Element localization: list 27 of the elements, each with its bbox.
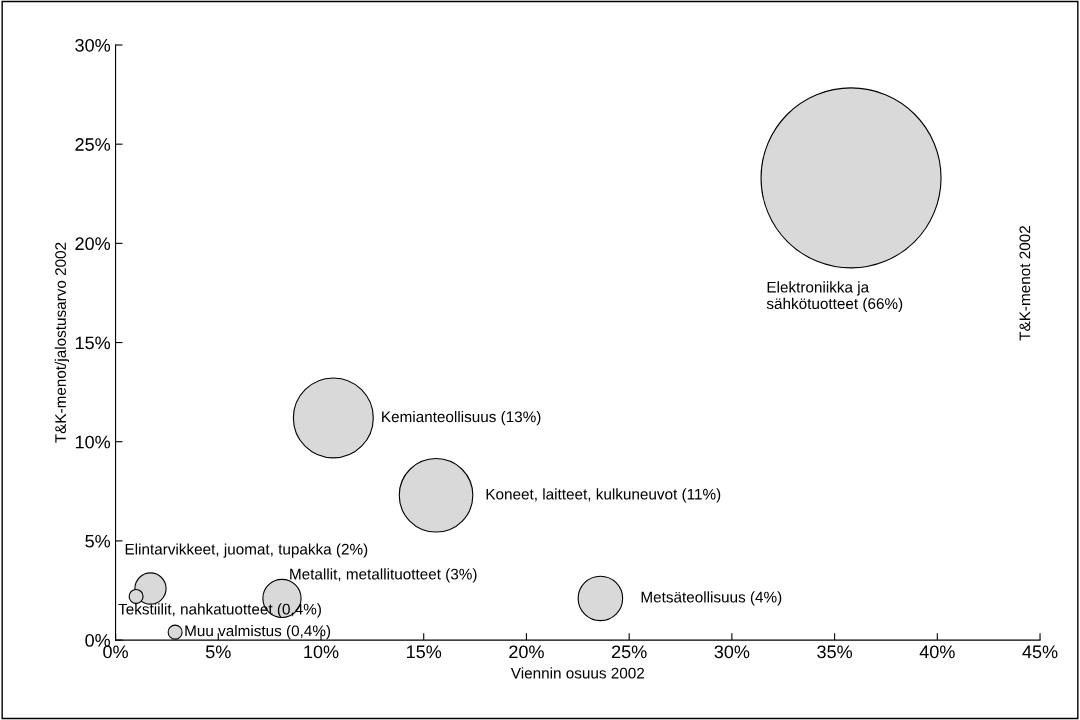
annotation: Metsäteollisuus (4%) [641, 591, 782, 606]
x-tick-label: 45% [1022, 645, 1058, 659]
x-tick-label: 5% [205, 645, 231, 659]
y-tick-label: 10% [75, 435, 111, 449]
y-tick-label: 5% [85, 534, 111, 548]
annotation: Koneet, laitteet, kulkuneuvot (11%) [486, 488, 721, 503]
x-tick-label: 30% [714, 645, 750, 659]
x-axis-title: Viennin osuus 2002 [510, 667, 645, 679]
annotation: T&K-menot 2002 [1019, 226, 1031, 341]
annotation: Elintarvikkeet, juomat, tupakka (2%) [125, 543, 368, 558]
x-tick-label: 40% [919, 645, 955, 659]
y-tick-label: 30% [75, 38, 111, 52]
y-tick-label: 20% [75, 237, 111, 251]
y-tick-label: 0% [85, 634, 111, 647]
y-tick-label: 15% [75, 336, 111, 350]
x-tick-label: 20% [509, 645, 544, 659]
y-axis-title: T&K-menot/jalostusarvo 2002 [54, 242, 70, 443]
annotation: Elektroniikka ja sähkötuotteet (66%) [766, 281, 903, 313]
y-tick-label: 25% [75, 138, 111, 151]
x-tick-label: 10% [304, 645, 339, 659]
annotation: Kemianteollisuus (13%) [382, 410, 541, 426]
x-tick-label: 25% [612, 645, 647, 659]
annotation: Muu valmistus (0,4%) [185, 625, 331, 640]
x-tick-label: 15% [407, 645, 442, 659]
x-tick-label: 0% [103, 645, 128, 659]
annotation: Metallit, metallituotteet (3%) [290, 568, 477, 583]
x-tick-label: 35% [817, 645, 853, 659]
